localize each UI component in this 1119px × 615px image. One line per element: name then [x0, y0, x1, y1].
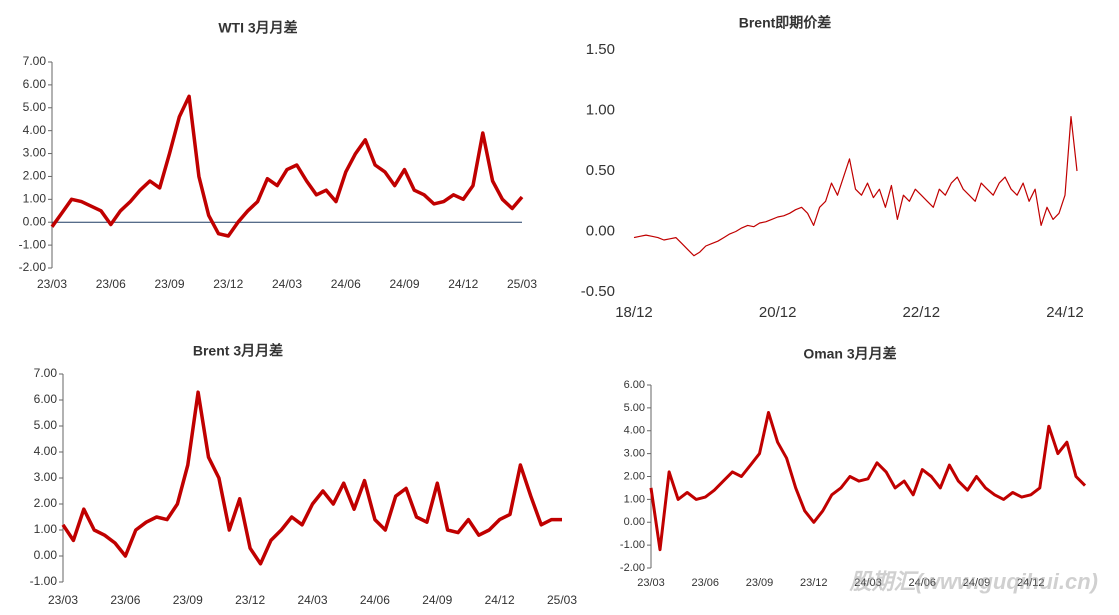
- x-tick-label: 23/09: [154, 277, 184, 291]
- x-tick-label: 24/06: [331, 277, 361, 291]
- x-tick-label: 23/12: [800, 577, 828, 589]
- y-tick-label: 7.00: [23, 54, 47, 68]
- y-tick-label: 0.00: [586, 222, 615, 239]
- y-tick-label: 5.00: [23, 100, 47, 114]
- data-line: [61, 390, 562, 566]
- chart-title: Oman 3月月差: [803, 346, 896, 362]
- x-tick-label: 22/12: [903, 304, 941, 321]
- y-tick-label: 2.00: [23, 169, 47, 183]
- x-tick-label: 24/06: [908, 577, 936, 589]
- data-line: [633, 116, 1078, 257]
- x-tick-label: 24/03: [272, 277, 302, 291]
- x-tick-label: 24/06: [360, 593, 390, 607]
- y-tick-label: 6.00: [624, 379, 645, 391]
- y-tick-label: 0.00: [624, 516, 645, 528]
- watermark: 股期汇(www.guqihui.cn): [849, 569, 1099, 594]
- y-tick-label: 6.00: [23, 77, 47, 91]
- x-tick-label: 23/09: [746, 577, 774, 589]
- chart-title: WTI 3月月差: [218, 20, 297, 36]
- x-tick-label: 25/03: [507, 277, 537, 291]
- y-tick-label: 1.00: [23, 192, 47, 206]
- x-tick-label: 23/09: [173, 593, 203, 607]
- x-tick-label: 23/03: [637, 577, 665, 589]
- x-tick-label: 24/09: [389, 277, 419, 291]
- x-tick-label: 23/12: [213, 277, 243, 291]
- y-tick-label: 1.00: [624, 493, 645, 505]
- x-tick-label: 24/09: [963, 577, 991, 589]
- y-tick-label: 7.00: [34, 366, 58, 380]
- y-tick-label: -0.50: [581, 283, 615, 300]
- y-tick-label: 4.00: [23, 123, 47, 137]
- y-tick-label: -1.00: [620, 539, 645, 551]
- x-tick-label: 25/03: [547, 593, 577, 607]
- y-tick-label: 0.00: [34, 548, 58, 562]
- y-tick-label: 1.00: [34, 522, 58, 536]
- y-tick-label: 3.00: [624, 448, 645, 460]
- x-tick-label: 24/12: [448, 277, 478, 291]
- y-tick-label: 3.00: [23, 146, 47, 160]
- y-tick-label: 5.00: [34, 418, 58, 432]
- y-tick-label: 0.50: [586, 162, 615, 179]
- x-tick-label: 20/12: [759, 304, 797, 321]
- y-tick-label: 1.50: [586, 41, 615, 58]
- y-tick-label: 4.00: [34, 444, 58, 458]
- x-tick-label: 23/06: [691, 577, 719, 589]
- x-tick-label: 23/12: [235, 593, 265, 607]
- y-tick-label: 5.00: [624, 402, 645, 414]
- data-line: [50, 94, 524, 238]
- x-tick-label: 23/03: [48, 593, 78, 607]
- y-tick-label: 2.00: [34, 496, 58, 510]
- y-tick-label: 1.00: [586, 101, 615, 118]
- y-tick-label: -2.00: [620, 562, 645, 574]
- y-tick-label: 0.00: [23, 214, 47, 228]
- x-tick-label: 23/06: [96, 277, 126, 291]
- y-tick-label: 2.00: [624, 470, 645, 482]
- x-tick-label: 24/03: [854, 577, 882, 589]
- y-tick-label: -1.00: [30, 574, 58, 588]
- x-tick-label: 23/03: [37, 277, 67, 291]
- chart-title: Brent 3月月差: [193, 343, 283, 359]
- y-tick-label: 6.00: [34, 392, 58, 406]
- y-tick-label: 3.00: [34, 470, 58, 484]
- y-tick-label: -2.00: [19, 260, 47, 274]
- x-tick-label: 24/12: [1017, 577, 1045, 589]
- x-tick-label: 24/12: [485, 593, 515, 607]
- data-line: [649, 411, 1087, 552]
- x-tick-label: 23/06: [110, 593, 140, 607]
- x-tick-label: 24/03: [297, 593, 327, 607]
- chart-title: Brent即期价差: [739, 15, 832, 31]
- y-tick-label: -1.00: [19, 237, 47, 251]
- x-tick-label: 24/09: [422, 593, 452, 607]
- y-tick-label: 4.00: [624, 425, 645, 437]
- x-tick-label: 18/12: [615, 304, 653, 321]
- x-tick-label: 24/12: [1046, 304, 1084, 321]
